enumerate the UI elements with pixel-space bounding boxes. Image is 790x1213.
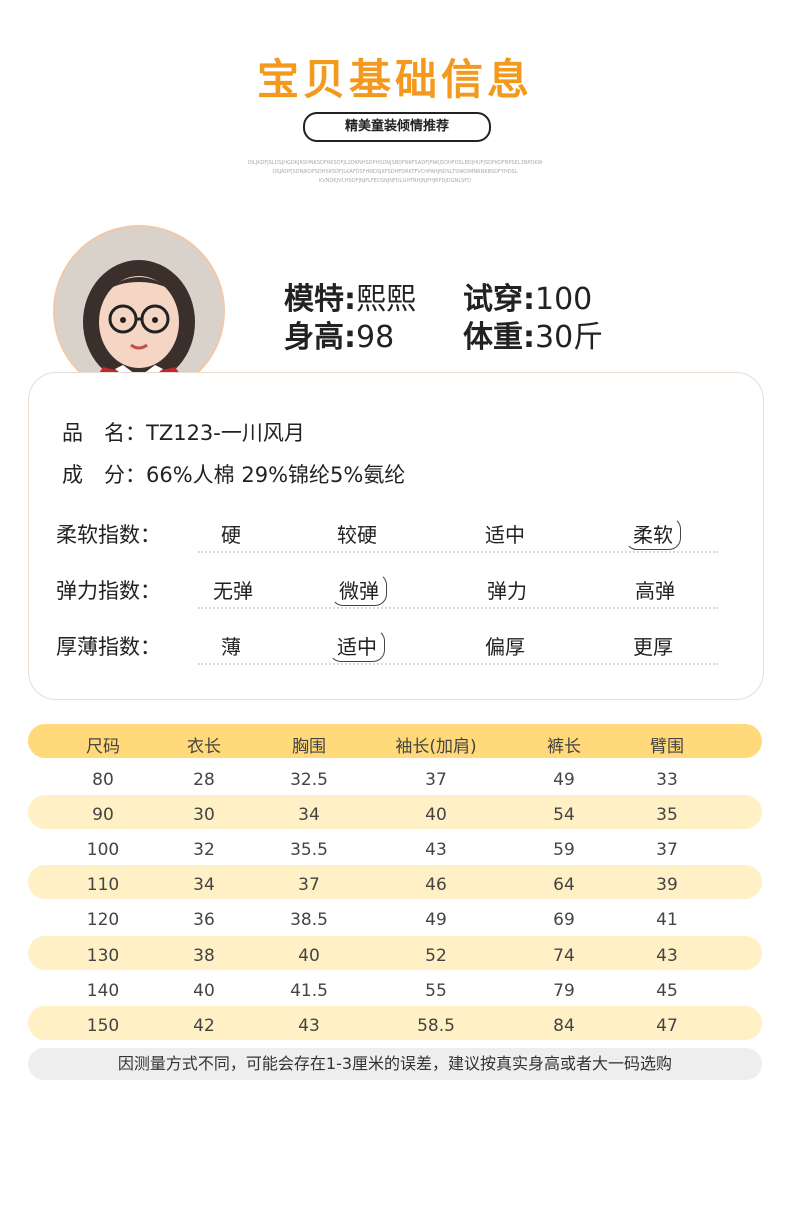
product-name-row: 品 名：TZ123-一川风月 [62,421,305,445]
decorative-text-line: OSJADFJSDNJKDFSDHSKSDFJLKAFDSFHNDSJKFSDH… [272,169,518,175]
softness-option-selected: 柔软 [608,517,698,550]
table-row-stripe [28,795,762,829]
model-weight: 体重:30斤 [463,320,604,355]
decorative-text-line: KVNDKJVCHSDFJNJFLFEDSNJNFDLGHTRHJNJFHJRF… [318,178,472,184]
table-cell: 28 [193,770,215,790]
table-cell: 49 [553,770,575,790]
softness-option: 较硬 [337,523,377,547]
thickness-option: 更厚 [633,635,673,659]
model-name: 模特:熙熙 [284,282,416,317]
elasticity-option-selected: 微弹 [314,573,404,606]
table-cell: 49 [425,910,447,930]
table-cell: 42 [193,1016,215,1036]
table-cell: 47 [656,1016,678,1036]
table-cell: 64 [553,875,575,895]
size-table-header [28,724,762,758]
model-try-size: 试穿:100 [463,282,593,317]
table-cell: 30 [193,805,215,825]
elasticity-option: 弹力 [487,579,527,603]
table-cell: 84 [553,1016,575,1036]
softness-option: 适中 [485,523,525,547]
table-cell: 35.5 [290,840,328,860]
table-cell: 55 [425,981,447,1001]
measurement-note: 因测量方式不同，可能会存在1-3厘米的误差，建议按真实身高或者大一码选购 [28,1048,762,1080]
table-cell: 46 [425,875,447,895]
table-cell: 74 [553,946,575,966]
table-cell: 52 [425,946,447,966]
elasticity-option: 无弹 [213,579,253,603]
table-cell: 32.5 [290,770,328,790]
thickness-option: 薄 [221,635,241,659]
table-cell: 140 [86,981,120,1001]
table-cell: 43 [656,946,678,966]
table-row-stripe [28,936,762,970]
model-height: 身高:98 [284,320,395,355]
table-cell: 36 [193,910,215,930]
table-cell: 40 [193,981,215,1001]
elasticity-option: 高弹 [635,579,675,603]
table-cell: 120 [86,910,120,930]
table-cell: 130 [86,946,120,966]
thickness-option: 偏厚 [485,635,525,659]
table-cell: 80 [92,770,114,790]
table-cell: 59 [553,840,575,860]
table-cell: 54 [553,805,575,825]
table-cell: 34 [298,805,320,825]
subtitle-badge: 精美童装倾情推荐 [303,112,491,142]
table-cell: 69 [553,910,575,930]
softness-label: 柔软指数： [56,523,161,547]
table-cell: 90 [92,805,114,825]
elasticity-label: 弹力指数： [56,579,161,603]
model-avatar [53,225,225,397]
table-cell: 33 [656,770,678,790]
thickness-option-selected: 适中 [312,629,402,662]
table-cell: 38.5 [290,910,328,930]
table-cell: 110 [86,875,120,895]
table-cell: 39 [656,875,678,895]
table-header-cell: 尺码 [86,737,120,757]
divider [198,551,718,553]
divider [198,607,718,609]
table-cell: 40 [425,805,447,825]
page-title: 宝贝基础信息 [256,55,533,104]
table-cell: 38 [193,946,215,966]
table-cell: 37 [425,770,447,790]
divider [198,663,718,665]
table-cell: 79 [553,981,575,1001]
decorative-text-line: OILJKDFJSLDSJHGDKJRSHNKSDFRKSDFJL2DKNHSD… [247,160,543,166]
table-cell: 43 [298,1016,320,1036]
softness-option: 硬 [221,523,241,547]
table-cell: 32 [193,840,215,860]
table-header-cell: 裤长 [547,737,581,757]
table-cell: 45 [656,981,678,1001]
table-header-cell: 臂围 [650,737,684,757]
table-cell: 150 [86,1016,120,1036]
table-row-stripe [28,1006,762,1040]
table-cell: 41 [656,910,678,930]
table-header-cell: 袖长(加肩) [395,737,477,757]
table-cell: 40 [298,946,320,966]
table-cell: 37 [656,840,678,860]
table-cell: 58.5 [417,1016,455,1036]
table-header-cell: 衣长 [187,737,221,757]
product-composition-row: 成 分：66%人棉 29%锦纶5%氨纶 [62,463,406,487]
table-cell: 35 [656,805,678,825]
table-cell: 43 [425,840,447,860]
table-cell: 100 [86,840,120,860]
table-header-cell: 胸围 [292,737,326,757]
thickness-label: 厚薄指数： [56,635,161,659]
table-cell: 34 [193,875,215,895]
table-cell: 41.5 [290,981,328,1001]
table-cell: 37 [298,875,320,895]
table-row-stripe [28,865,762,899]
